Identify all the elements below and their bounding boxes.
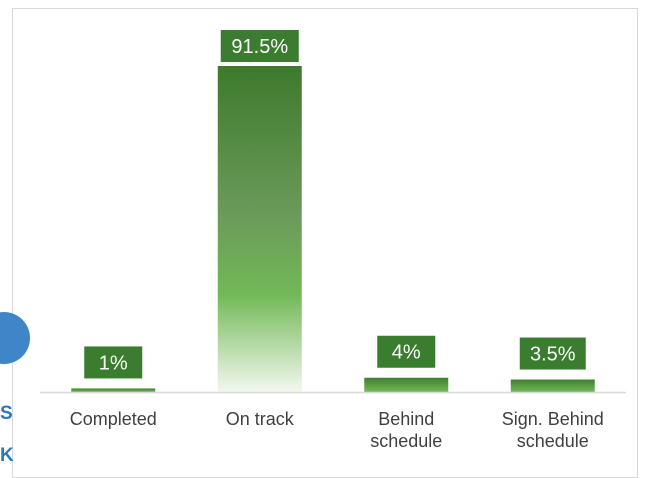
data-label-3: 3.5% — [530, 344, 576, 366]
bar-0 — [71, 388, 156, 392]
chart-frame — [12, 8, 638, 478]
x-tick-label-3: Sign. Behind schedule — [502, 409, 604, 451]
x-tick-label-2: Behind schedule — [370, 409, 442, 451]
data-label-box-3 — [519, 337, 586, 370]
bar-3 — [510, 379, 595, 392]
side-letter-k: K — [0, 445, 14, 466]
side-letter-s: S — [0, 403, 13, 424]
data-label-2: 4% — [392, 342, 421, 364]
x-tick-labels-group: Completed On track Behind schedule Sign. Beh… — [70, 409, 604, 451]
data-labels-group: 1% 91.5% 4% 3.5% — [84, 30, 586, 379]
data-label-0: 1% — [99, 352, 128, 374]
bar-1 — [217, 66, 302, 392]
x-tick-label-1: On track — [226, 409, 295, 429]
x-tick-label-0: Completed — [70, 409, 157, 429]
data-label-box-1 — [220, 30, 299, 62]
data-label-1: 91.5% — [231, 36, 288, 58]
bars-group — [71, 66, 595, 392]
bar-2 — [364, 377, 449, 392]
data-label-box-0 — [84, 346, 143, 379]
bar-chart: 1% 91.5% 4% 3.5% Completed On track Behind sch… — [40, 30, 626, 451]
data-label-box-2 — [377, 335, 436, 368]
